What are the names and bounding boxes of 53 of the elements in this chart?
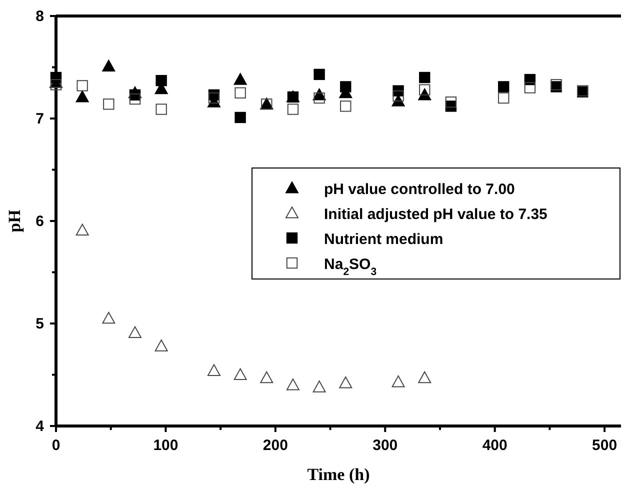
point: [314, 68, 325, 80]
point: [76, 224, 89, 236]
x-tick-label: 0: [52, 437, 60, 454]
x-tick-label: 400: [482, 437, 508, 454]
x-tick-label: 500: [592, 437, 618, 454]
point: [392, 375, 405, 388]
point: [498, 81, 510, 92]
point: [76, 80, 88, 92]
point: [419, 84, 430, 96]
y-tick-label: 6: [36, 213, 44, 230]
point: [392, 90, 404, 102]
x-tick-label: 200: [262, 437, 288, 454]
point: [234, 73, 247, 85]
point: [156, 74, 167, 86]
point: [314, 92, 325, 104]
point: [128, 326, 142, 338]
point: [260, 371, 274, 384]
point: [419, 72, 430, 84]
point: [234, 87, 246, 98]
point: [207, 364, 220, 376]
point: [340, 81, 352, 92]
y-tick-label: 8: [36, 8, 44, 25]
point: [418, 371, 432, 384]
y-axis-title: pH: [5, 210, 24, 232]
point: [524, 82, 536, 94]
point: [102, 60, 116, 72]
legend-label: pH value controlled to 7.00: [324, 181, 515, 198]
point: [234, 368, 247, 380]
x-tick-label: 300: [372, 437, 398, 454]
x-axis-title: Time (h): [307, 465, 370, 484]
point: [154, 340, 168, 352]
point: [102, 312, 116, 324]
x-tick-label: 100: [153, 437, 178, 454]
point: [287, 104, 299, 115]
point: [340, 100, 352, 112]
legend-label: Na$_{2}$SO$_{3}$: [324, 256, 377, 278]
point: [286, 378, 300, 390]
point: [445, 96, 457, 108]
point: [76, 90, 89, 102]
point: [234, 112, 246, 124]
point: [208, 92, 220, 104]
point: [50, 79, 62, 90]
legend-label: Initial adjusted pH value to 7.35: [324, 206, 548, 223]
y-tick-label: 4: [36, 418, 45, 435]
point: [156, 104, 167, 115]
point: [312, 380, 326, 392]
legend-label: Nutrient medium: [324, 231, 444, 248]
point: [498, 92, 510, 104]
y-tick-label: 7: [36, 110, 44, 128]
point: [339, 376, 352, 388]
point: [129, 93, 141, 105]
y-tick-label: 5: [36, 316, 44, 332]
point: [103, 98, 114, 110]
